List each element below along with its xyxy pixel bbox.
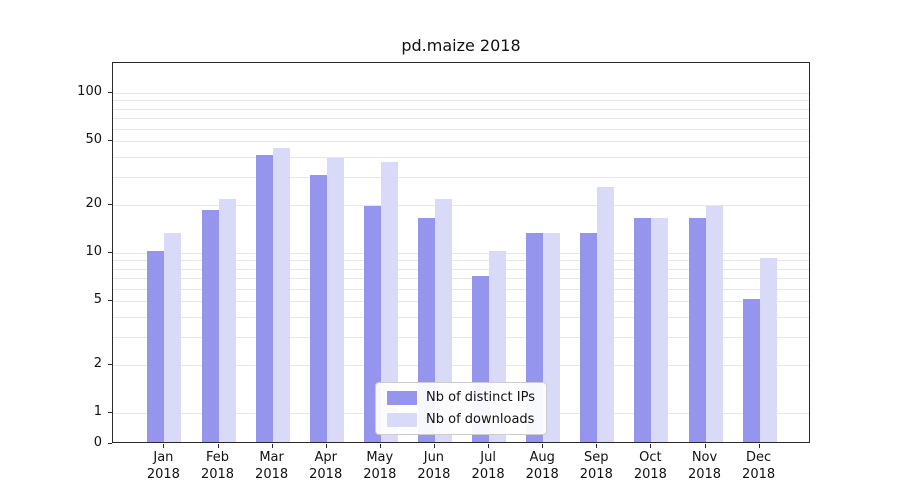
gridline-3 [113,336,809,338]
bar-nb-of-distinct-ips-jan-2018 [147,251,165,442]
y-tick-mark-5 [108,300,112,302]
bar-nb-of-distinct-ips-nov-2018 [688,218,706,442]
y-tick-mark-50 [108,140,112,142]
x-tick-label-jun-2018: Jun 2018 [417,450,451,482]
legend-item-distinct-ips: Nb of distinct IPs [387,390,535,405]
bar-nb-of-distinct-ips-feb-2018 [201,210,219,442]
y-tick-mark-10 [108,252,112,253]
y-tick-label-20: 20 [85,195,102,211]
legend-label-distinct-ips: Nb of distinct IPs [426,390,535,405]
gridline-6 [113,288,809,290]
gridline-50 [113,141,809,143]
y-tick-mark-2 [108,363,112,365]
x-tick-label-may-2018: May 2018 [363,450,397,482]
bar-nb-of-downloads-feb-2018 [218,199,236,442]
bar-nb-of-distinct-ips-sep-2018 [580,232,598,442]
x-tick-label-apr-2018: Apr 2018 [309,450,343,482]
chart-title: pd.maize 2018 [401,36,521,55]
gridline-80 [113,108,809,110]
gridline-7 [113,277,809,279]
bar-nb-of-downloads-aug-2018 [543,232,561,442]
x-tick-mark-dec-2018 [758,444,760,448]
y-tick-mark-20 [108,203,112,205]
x-tick-label-jan-2018: Jan 2018 [146,450,180,482]
bar-nb-of-downloads-may-2018 [380,162,398,442]
gridline-2 [113,364,809,366]
gridline-100 [113,93,809,94]
bar-nb-of-downloads-jan-2018 [164,232,182,442]
x-tick-label-nov-2018: Nov 2018 [687,450,722,482]
x-tick-mark-jul-2018 [488,444,490,448]
bar-nb-of-downloads-oct-2018 [651,218,669,442]
y-tick-label-1: 1 [93,404,102,419]
x-tick-mark-mar-2018 [271,444,273,448]
bar-nb-of-distinct-ips-apr-2018 [309,174,327,442]
bar-nb-of-distinct-ips-dec-2018 [742,299,760,442]
y-tick-label-50: 50 [85,132,102,148]
legend: Nb of distinct IPs Nb of downloads [375,382,547,435]
x-tick-mark-oct-2018 [650,444,652,448]
gridline-9 [113,260,809,262]
gridline-60 [113,128,809,130]
x-tick-mark-jun-2018 [433,444,435,448]
bar-nb-of-downloads-jun-2018 [434,199,452,442]
y-tick-label-5: 5 [93,292,102,308]
gridline-4 [113,316,809,318]
y-tick-label-100: 100 [77,84,102,99]
y-tick-label-10: 10 [85,244,102,259]
x-tick-mark-feb-2018 [217,444,219,448]
gridline-40 [113,156,809,158]
x-tick-label-aug-2018: Aug 2018 [525,450,559,482]
gridline-8 [113,268,809,270]
bar-nb-of-downloads-nov-2018 [705,206,723,442]
x-tick-mark-nov-2018 [704,444,706,448]
x-tick-label-mar-2018: Mar 2018 [255,450,289,482]
x-tick-mark-may-2018 [379,444,381,448]
bar-nb-of-downloads-apr-2018 [326,158,344,442]
x-tick-mark-jan-2018 [163,444,165,448]
gridline-70 [113,117,809,119]
y-tick-label-2: 2 [93,355,102,371]
x-tick-label-feb-2018: Feb 2018 [200,450,235,482]
x-tick-label-oct-2018: Oct 2018 [633,450,667,482]
gridline-90 [113,100,809,102]
gridline-10 [113,253,809,254]
bar-nb-of-downloads-sep-2018 [597,187,615,442]
plot-area: Nb of distinct IPs Nb of downloads [112,62,810,443]
bar-nb-of-distinct-ips-mar-2018 [255,154,273,442]
gridline-20 [113,204,809,206]
x-tick-mark-apr-2018 [325,444,327,448]
gridline-30 [113,176,809,178]
x-tick-mark-aug-2018 [542,444,544,448]
x-tick-label-dec-2018: Dec 2018 [742,450,776,482]
x-tick-label-jul-2018: Jul 2018 [471,450,505,482]
y-tick-label-0: 0 [93,435,102,450]
y-tick-mark-100 [108,92,112,93]
legend-swatch-downloads [387,412,418,427]
legend-swatch-distinct-ips [387,390,418,405]
y-tick-mark-0 [108,443,112,444]
legend-label-downloads: Nb of downloads [426,412,535,427]
bar-nb-of-distinct-ips-oct-2018 [634,218,652,442]
bar-nb-of-downloads-dec-2018 [759,258,777,442]
y-tick-mark-1 [108,412,112,413]
bar-nb-of-downloads-mar-2018 [272,148,290,442]
gridline-5 [113,301,809,303]
x-tick-mark-sep-2018 [596,444,598,448]
x-tick-label-sep-2018: Sep 2018 [579,450,613,482]
legend-item-downloads: Nb of downloads [387,412,535,427]
